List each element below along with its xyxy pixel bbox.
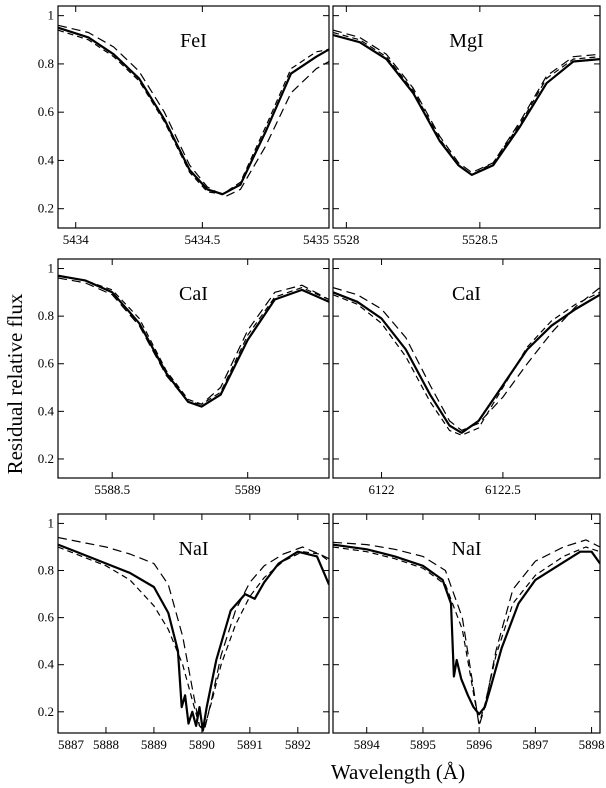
model-spectrum-line-2 xyxy=(58,29,329,195)
panel-6: 5894 5895 5896 5897 5898 NaI xyxy=(332,513,605,752)
observed-spectrum-line xyxy=(333,33,600,176)
panel-series-group xyxy=(333,29,600,176)
y-tick-label: 0.2 xyxy=(38,704,54,719)
x-tick-label: 5528 xyxy=(333,232,359,247)
x-tick-label: 5888 xyxy=(93,737,119,752)
model-spectrum-line-1 xyxy=(333,29,600,174)
panel-frame xyxy=(332,258,601,479)
panel-title: CaI xyxy=(452,283,481,305)
y-tick-label: 0.2 xyxy=(38,201,54,216)
y-tick-label: 0.4 xyxy=(38,403,55,418)
panel-frame xyxy=(57,5,330,229)
panel-frame xyxy=(57,513,330,734)
panel-title: FeI xyxy=(180,30,207,52)
observed-spectrum-line xyxy=(333,291,600,434)
observed-spectrum-line xyxy=(333,543,600,716)
y-tick-label: 0.8 xyxy=(38,56,54,71)
x-tick-label: 5887 xyxy=(58,737,85,752)
y-tick-label: 0.6 xyxy=(38,104,55,119)
y-axis-title: Residual relative flux xyxy=(3,293,27,474)
panel-frame xyxy=(332,513,601,734)
x-tick-label: 5892 xyxy=(285,737,311,752)
x-tick-label: 6122.5 xyxy=(485,482,521,497)
panel-1: 0.2 0.4 0.6 0.8 1 5434 5434.5 5435 FeI xyxy=(38,5,330,247)
model-spectrum-line-1 xyxy=(58,24,329,198)
x-tick-label: 5894 xyxy=(354,737,381,752)
x-tick-label: 5895 xyxy=(410,737,436,752)
y-tick-label: 1 xyxy=(48,515,55,530)
panel-title: NaI xyxy=(179,538,209,560)
x-tick-label: 5891 xyxy=(237,737,263,752)
panel-series-group xyxy=(333,287,600,436)
panel-2: 5528 5528.5 MgI xyxy=(332,5,601,247)
x-tick-label: 5889 xyxy=(141,737,167,752)
observed-spectrum-line xyxy=(58,543,329,732)
model-spectrum-line-1 xyxy=(58,536,329,732)
y-tick-label: 0.6 xyxy=(38,356,55,371)
x-tick-label: 5589 xyxy=(235,482,261,497)
y-tick-label: 0.8 xyxy=(38,308,54,323)
panel-series-group xyxy=(333,539,600,727)
y-tick-label: 0.2 xyxy=(38,451,54,466)
model-spectrum-line-2 xyxy=(58,546,329,729)
x-tick-label: 5890 xyxy=(189,737,215,752)
model-spectrum-line-1 xyxy=(58,277,329,405)
y-tick-label: 1 xyxy=(48,8,55,23)
x-tick-label: 6122 xyxy=(369,482,395,497)
y-tick-label: 0.4 xyxy=(38,657,55,672)
x-tick-label: 5588.5 xyxy=(94,482,130,497)
x-tick-label: 5435 xyxy=(303,232,329,247)
panel-grid: 0.2 0.4 0.6 0.8 1 5434 5434.5 5435 FeI 5528 5528.5… xyxy=(38,5,605,752)
x-tick-label: 5897 xyxy=(522,737,549,752)
panel-series-group xyxy=(58,536,329,732)
panel-series-group xyxy=(58,24,329,198)
x-tick-label: 5898 xyxy=(579,737,605,752)
panel-title: CaI xyxy=(179,283,208,305)
y-tick-label: 0.4 xyxy=(38,152,55,167)
model-spectrum-line-2 xyxy=(333,291,600,436)
panel-frame xyxy=(57,258,330,479)
model-spectrum-line-2 xyxy=(333,546,600,725)
y-tick-label: 0.6 xyxy=(38,610,55,625)
x-tick-label: 5434.5 xyxy=(184,232,220,247)
x-tick-label: 5896 xyxy=(466,737,493,752)
observed-spectrum-line xyxy=(58,274,329,408)
y-tick-label: 1 xyxy=(48,261,55,276)
model-spectrum-line-1 xyxy=(333,539,600,727)
x-tick-label: 5434 xyxy=(63,232,90,247)
observed-spectrum-line xyxy=(58,26,329,196)
panel-title: NaI xyxy=(452,538,482,560)
model-spectrum-line-1 xyxy=(333,287,600,431)
x-axis-title: Wavelength (Å) xyxy=(331,760,465,784)
y-tick-label: 0.8 xyxy=(38,563,54,578)
panel-series-group xyxy=(58,274,329,408)
panel-4: 6122 6122.5 CaI xyxy=(332,258,601,497)
panel-frame xyxy=(332,5,601,229)
model-spectrum-line-2 xyxy=(58,275,329,405)
x-tick-label: 5528.5 xyxy=(462,232,498,247)
panel-3: 0.2 0.4 0.6 0.8 1 5588.5 5589 CaI xyxy=(38,258,330,497)
panel-title: MgI xyxy=(449,30,483,52)
model-spectrum-line-2 xyxy=(333,31,600,176)
panel-5: 0.2 0.4 0.6 0.8 1 5887 5888 5889 5890 5891 5892 NaI xyxy=(38,513,330,752)
